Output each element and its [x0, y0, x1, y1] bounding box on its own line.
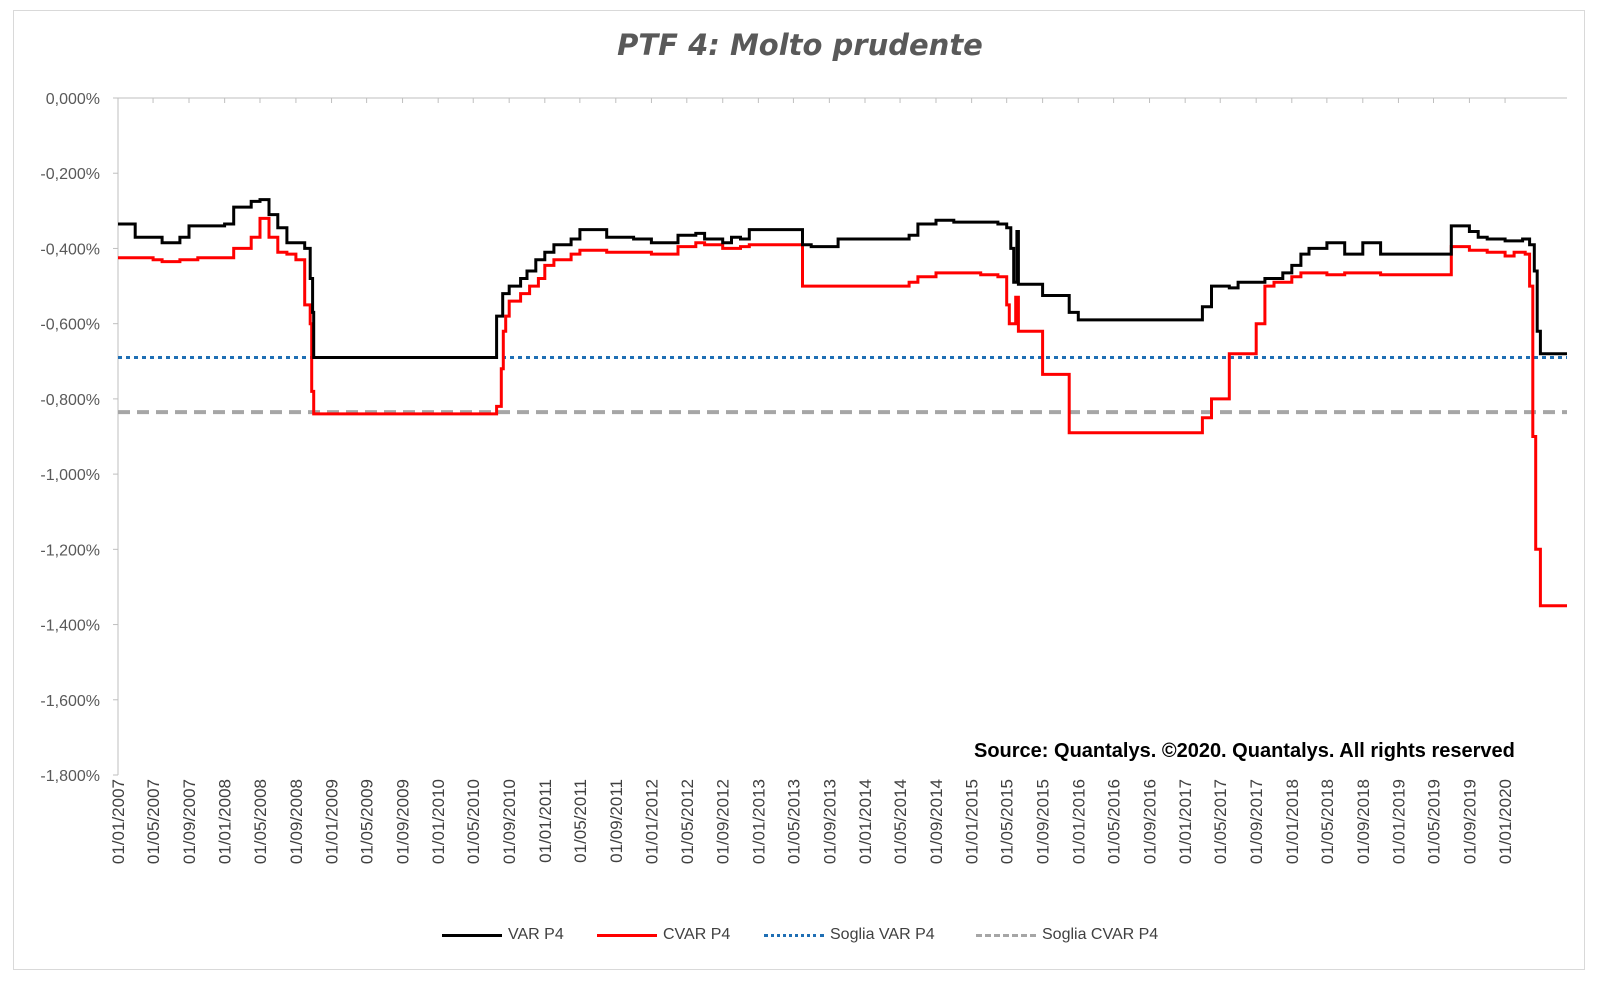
x-tick-label: 01/05/2010 — [464, 779, 483, 864]
legend-label-cvar: CVAR P4 — [663, 926, 731, 943]
legend-swatch-soglia-var — [764, 933, 824, 937]
legend-item-soglia-var: Soglia VAR P4 — [764, 926, 935, 944]
x-tick-label: 01/09/2007 — [180, 779, 199, 864]
y-tick-label: -1,600% — [40, 693, 100, 710]
axes — [113, 97, 1567, 776]
legend-swatch-soglia-cvar — [976, 933, 1036, 937]
series-layer — [118, 198, 1567, 608]
x-tick-label: 01/05/2012 — [678, 779, 697, 864]
x-tick-label: 01/01/2008 — [216, 779, 235, 864]
chart-frame — [13, 10, 1585, 970]
y-tick-label: -1,800% — [40, 768, 100, 785]
x-tick-label: 01/09/2008 — [287, 779, 306, 864]
y-tick-labels: 0,000% -0,200% -0,400% -0,600% -0,800% -1,000… — [40, 91, 100, 785]
y-tick-label: 0,000% — [46, 91, 100, 108]
x-tick-label: 01/05/2011 — [571, 779, 590, 863]
x-tick-label: 01/05/2015 — [998, 779, 1017, 864]
x-tick-label: 01/01/2015 — [963, 779, 982, 864]
x-tick-label: 01/01/2017 — [1176, 779, 1195, 864]
y-tick-label: -0,400% — [40, 241, 100, 258]
source-note: Source: Quantalys. ©2020. Quantalys. All… — [974, 740, 1515, 762]
x-tick-label: 01/01/2016 — [1069, 779, 1088, 864]
series-line-cvar-p4 — [118, 216, 1567, 608]
legend-swatch-cvar — [597, 933, 657, 937]
legend-label-soglia-cvar: Soglia CVAR P4 — [1042, 926, 1159, 943]
x-tick-label: 01/09/2010 — [500, 779, 519, 864]
x-tick-label: 01/09/2009 — [394, 779, 413, 864]
x-tick-label: 01/05/2016 — [1105, 779, 1124, 864]
y-tick-label: -0,600% — [40, 317, 100, 334]
x-tick-label: 01/09/2019 — [1460, 779, 1479, 864]
x-tick-label: 01/09/2012 — [714, 779, 733, 864]
y-tick-label: -1,000% — [40, 467, 100, 484]
legend-item-soglia-cvar: Soglia CVAR P4 — [976, 926, 1158, 944]
x-tick-label: 01/01/2010 — [429, 779, 448, 864]
x-tick-label: 01/01/2013 — [749, 779, 768, 864]
x-tick-label: 01/05/2013 — [784, 779, 803, 864]
legend-item-var: VAR P4 — [442, 926, 564, 944]
x-tick-label: 01/01/2012 — [642, 779, 661, 864]
x-tick-label: 01/09/2013 — [820, 779, 839, 864]
x-tick-label: 01/09/2014 — [927, 779, 946, 864]
x-tick-label: 01/01/2011 — [536, 779, 555, 863]
x-tick-label: 01/05/2009 — [358, 779, 377, 864]
y-tick-label: -0,200% — [40, 166, 100, 183]
x-tick-label: 01/09/2017 — [1247, 779, 1266, 864]
y-tick-label: -1,200% — [40, 542, 100, 559]
x-tick-label: 01/01/2009 — [323, 779, 342, 864]
x-tick-labels: 01/01/2007 01/05/2007 01/09/2007 01/01/2008… — [109, 779, 1515, 864]
legend-label-soglia-var: Soglia VAR P4 — [830, 926, 935, 943]
x-tick-label: 01/09/2016 — [1141, 779, 1160, 864]
y-tick-label: -0,800% — [40, 392, 100, 409]
series-line-var-p4 — [118, 198, 1567, 359]
x-tick-label: 01/01/2007 — [109, 779, 128, 864]
x-tick-label: 01/05/2018 — [1318, 779, 1337, 864]
chart-title: PTF 4: Molto prudente — [617, 28, 983, 62]
x-tick-label: 01/05/2014 — [891, 779, 910, 864]
x-tick-label: 01/09/2011 — [607, 779, 626, 863]
x-tick-label: 01/01/2019 — [1389, 779, 1408, 864]
x-tick-label: 01/05/2007 — [144, 779, 163, 864]
x-tick-label: 01/09/2018 — [1354, 779, 1373, 864]
x-tick-label: 01/09/2015 — [1034, 779, 1053, 864]
x-tick-label: 01/01/2018 — [1283, 779, 1302, 864]
x-tick-label: 01/05/2019 — [1424, 779, 1443, 864]
x-tick-label: 01/05/2008 — [251, 779, 270, 864]
x-tick-label: 01/05/2017 — [1211, 779, 1230, 864]
legend-swatch-var — [442, 933, 502, 937]
y-tick-label: -1,400% — [40, 618, 100, 635]
legend-label-var: VAR P4 — [508, 926, 564, 943]
legend-item-cvar: CVAR P4 — [597, 926, 730, 944]
x-tick-label: 01/01/2020 — [1496, 779, 1515, 864]
x-tick-label: 01/01/2014 — [856, 779, 875, 864]
